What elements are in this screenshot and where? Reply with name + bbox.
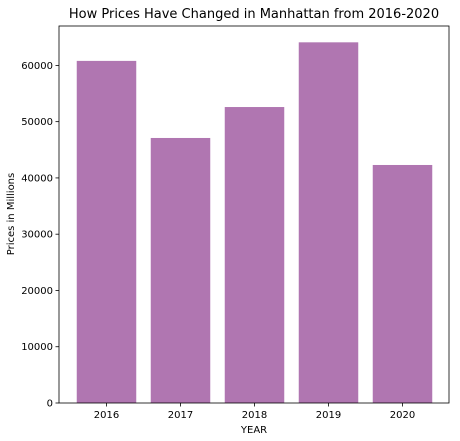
x-tick-label-2016: 2016 bbox=[94, 410, 119, 421]
y-tick-label-30000: 30000 bbox=[21, 230, 53, 241]
x-tick-label-2019: 2019 bbox=[316, 410, 341, 421]
bar-2019 bbox=[298, 42, 359, 403]
x-tick-label-2017: 2017 bbox=[168, 410, 193, 421]
bar-2017 bbox=[150, 137, 211, 403]
y-tick-label-60000: 60000 bbox=[21, 61, 53, 72]
x-axis-label: YEAR bbox=[240, 425, 267, 436]
y-tick-label-20000: 20000 bbox=[21, 286, 53, 297]
chart-title: How Prices Have Changed in Manhattan fro… bbox=[69, 7, 439, 22]
bars-group bbox=[76, 42, 433, 403]
y-tick-label-10000: 10000 bbox=[21, 342, 53, 353]
x-tick-label-2018: 2018 bbox=[242, 410, 267, 421]
x-tick-label-2020: 2020 bbox=[390, 410, 415, 421]
y-tick-label-0: 0 bbox=[47, 399, 53, 410]
bar-2016 bbox=[76, 60, 137, 403]
y-tick-label-50000: 50000 bbox=[21, 117, 53, 128]
plot-frame bbox=[58, 25, 450, 404]
y-axis-ticks: 0 10000 20000 30000 40000 50000 60000 bbox=[21, 61, 59, 410]
y-tick-label-40000: 40000 bbox=[21, 173, 53, 184]
bar-2018 bbox=[224, 107, 285, 403]
bar-2020 bbox=[372, 164, 433, 403]
x-axis-ticks: 2016 2017 2018 2019 2020 bbox=[94, 403, 415, 421]
y-axis-label: Prices in Millions bbox=[6, 173, 17, 256]
